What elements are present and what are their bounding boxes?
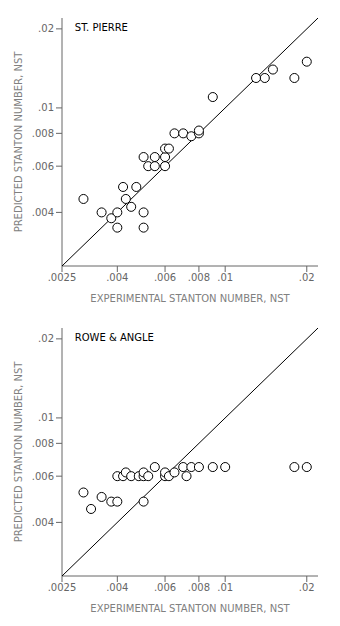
- html-text:ROWE & ANGLE: ROWE & ANGLE: [74, 332, 154, 343]
- svg-text:PREDICTED STANTON NUMBER, NST: PREDICTED STANTON NUMBER, NST: [13, 361, 24, 543]
- svg-text:.008: .008: [32, 128, 54, 139]
- svg-text:.02: .02: [299, 272, 315, 283]
- svg-text:.004: .004: [106, 272, 128, 283]
- svg-text:.01: .01: [38, 412, 54, 423]
- html-text:ST. PIERRE: ST. PIERRE: [74, 22, 128, 33]
- svg-text:.004: .004: [106, 582, 128, 593]
- svg-text:.006: .006: [154, 272, 176, 283]
- svg-text:.008: .008: [188, 582, 210, 593]
- svg-text:.004: .004: [32, 207, 54, 218]
- svg-text:.01: .01: [217, 272, 233, 283]
- svg-text:.006: .006: [32, 471, 54, 482]
- svg-text:.006: .006: [154, 582, 176, 593]
- svg-text:.008: .008: [188, 272, 210, 283]
- svg-text:.006: .006: [32, 161, 54, 172]
- svg-text:.01: .01: [217, 582, 233, 593]
- svg-text:.004: .004: [32, 517, 54, 528]
- svg-text:.01: .01: [38, 102, 54, 113]
- svg-text:.02: .02: [299, 582, 315, 593]
- svg-text:PREDICTED STANTON NUMBER, NST: PREDICTED STANTON NUMBER, NST: [13, 51, 24, 233]
- svg-text:.0025: .0025: [48, 272, 77, 283]
- svg-text:.02: .02: [38, 333, 54, 344]
- svg-text:.0025: .0025: [48, 582, 77, 593]
- svg-text:.008: .008: [32, 438, 54, 449]
- svg-text:EXPERIMENTAL STANTON NUMBER, N: EXPERIMENTAL STANTON NUMBER, NST: [90, 293, 290, 304]
- svg-text:.02: .02: [38, 23, 54, 34]
- svg-text:EXPERIMENTAL STANTON NUMBER, N: EXPERIMENTAL STANTON NUMBER, NST: [90, 603, 290, 614]
